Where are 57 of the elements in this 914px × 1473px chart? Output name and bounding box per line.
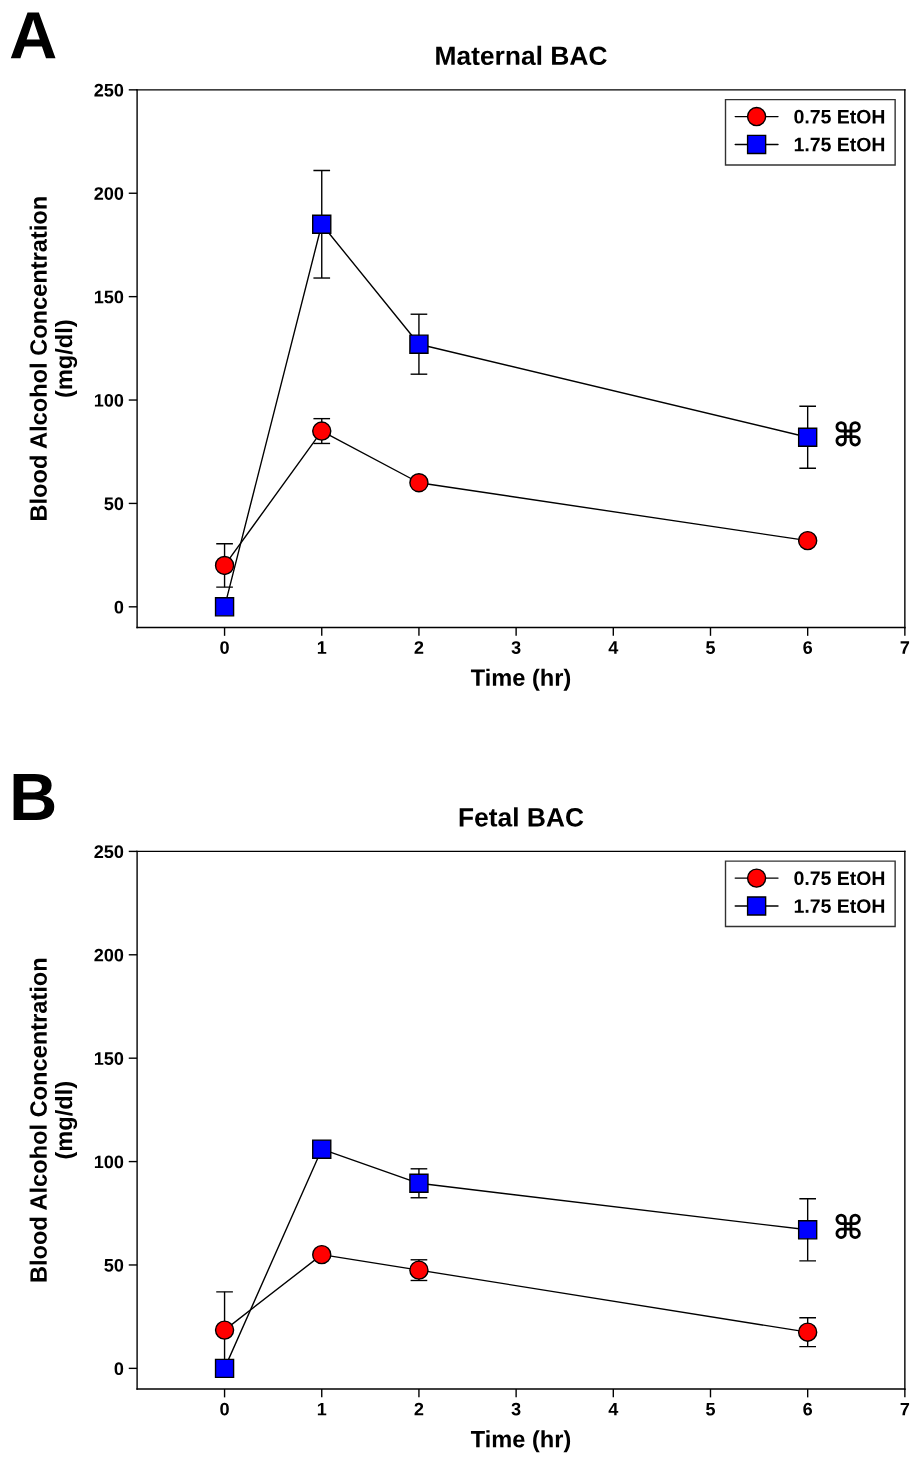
annotation: ⌘ <box>835 421 861 447</box>
chart-title: Maternal BAC <box>436 45 607 66</box>
x-tick-label: 1 <box>317 641 327 654</box>
y-tick-label: 100 <box>94 393 124 407</box>
y-tick-label: 250 <box>94 83 124 97</box>
point <box>797 1220 818 1240</box>
legend-label: 0.75 EtOH <box>794 109 885 124</box>
x-tick-label: 5 <box>706 641 716 654</box>
point <box>312 1139 332 1159</box>
point <box>409 334 429 354</box>
point <box>409 473 429 493</box>
y-tick-label: 150 <box>94 290 124 304</box>
x-tick-label: 2 <box>414 641 424 654</box>
annotation: ⌘ <box>835 1213 861 1240</box>
x-tick-label: 5 <box>706 1402 716 1416</box>
x-tick-label: 7 <box>900 1402 910 1416</box>
x-axis-title: Time (hr) <box>470 668 571 691</box>
point <box>312 1244 332 1265</box>
point <box>797 427 818 447</box>
chart-title: Fetal BAC <box>459 807 584 827</box>
point <box>214 555 235 576</box>
y-tick-label: 50 <box>104 497 124 511</box>
x-tick-label: 4 <box>608 1402 619 1416</box>
x-tick-label: 3 <box>511 641 521 654</box>
point <box>214 597 235 617</box>
y-tick-label: 200 <box>94 948 124 962</box>
text: B <box>13 774 55 820</box>
point <box>797 1322 818 1342</box>
y-tick-label: 0 <box>114 600 124 614</box>
point <box>312 421 332 441</box>
y-tick-label: 200 <box>94 187 124 200</box>
x-axis-title: Time (hr) <box>470 1430 571 1453</box>
point <box>214 1358 235 1379</box>
x-tick-label: 1 <box>317 1402 327 1416</box>
y-tick-label: 100 <box>94 1155 124 1169</box>
y-tick-label: 150 <box>94 1052 124 1065</box>
text: A <box>10 12 56 59</box>
x-tick-label: 7 <box>900 641 910 654</box>
point <box>797 530 818 551</box>
y-tick-label: 250 <box>94 845 124 859</box>
x-tick-label: 0 <box>220 641 229 654</box>
y-tick-label: 50 <box>104 1258 124 1272</box>
point <box>214 1320 235 1340</box>
x-tick-label: 4 <box>608 641 619 654</box>
y-tick-label: 0 <box>114 1362 124 1376</box>
point <box>312 214 332 234</box>
x-tick-label: 6 <box>803 641 813 654</box>
legend-label: 1.75 EtOH <box>794 899 885 913</box>
legend-label: 0.75 EtOH <box>794 871 885 886</box>
point <box>409 1173 429 1194</box>
x-tick-label: 3 <box>511 1402 521 1416</box>
legend-label: 1.75 EtOH <box>794 137 885 152</box>
y-axis-title: Blood Alcohol Concentration (mg/dl) <box>29 958 78 1282</box>
x-tick-label: 0 <box>220 1402 229 1416</box>
x-tick-label: 2 <box>414 1402 424 1416</box>
y-axis-title: Blood Alcohol Concentration (mg/dl) <box>29 197 78 520</box>
x-tick-label: 6 <box>803 1402 813 1416</box>
